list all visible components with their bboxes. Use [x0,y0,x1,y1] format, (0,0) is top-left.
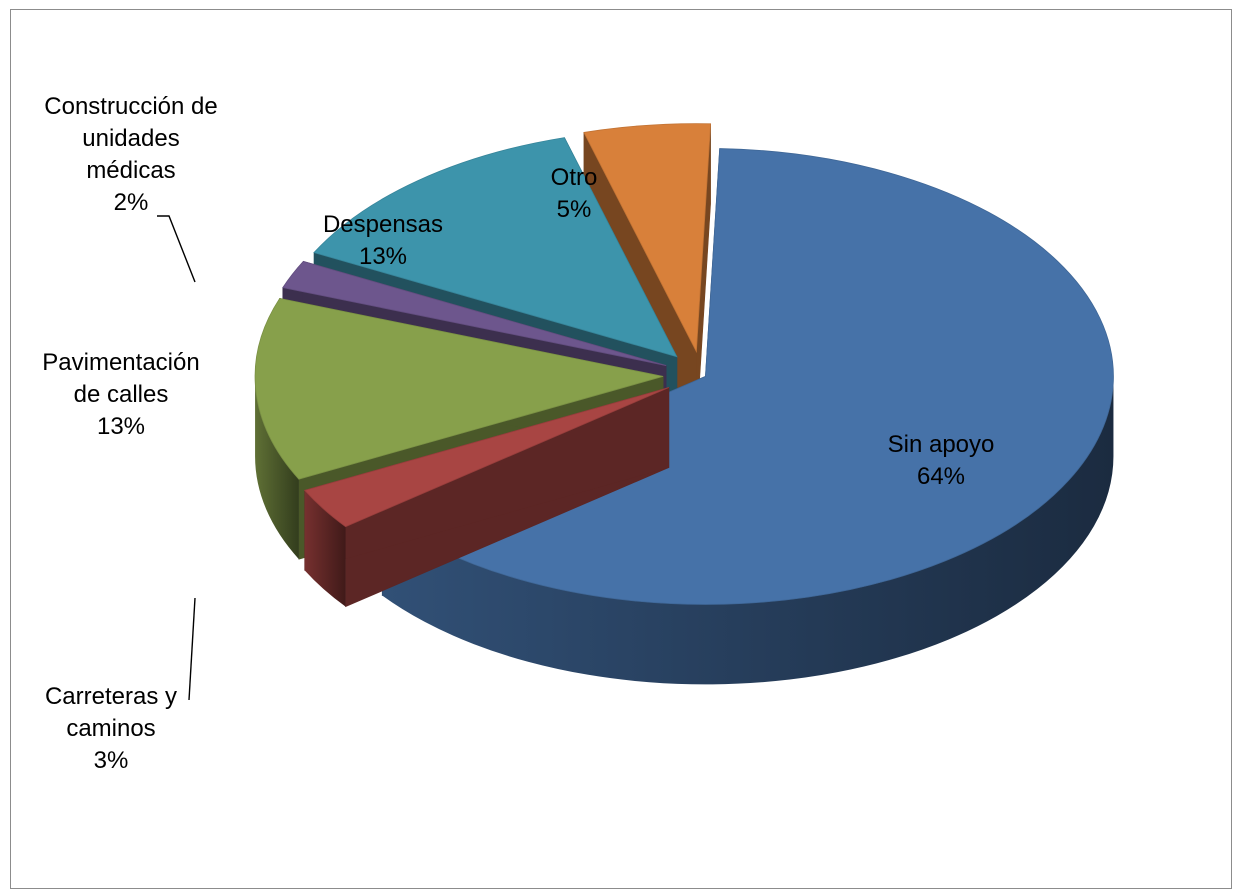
slice-label-1: Carreteras y caminos 3% [45,683,177,774]
slice-1-top [303,387,670,528]
slice-2-front-wall [255,376,299,560]
slice-0-front-wall [382,376,1114,685]
slice-label-4: Despensas 13% [323,211,443,270]
slice-label-0: Sin apoyo 64% [888,431,995,490]
slice-label-2: Pavimentación de calles 13% [42,349,199,440]
slice-1-front-wall [304,490,346,607]
slice-labels: Sin apoyo 64% Carreteras y caminos 3% Pavimen… [42,93,994,774]
slice-3-top [282,260,667,366]
pie-chart: Sin apoyo 64% Carreteras y caminos 3% Pavimen… [42,93,1114,774]
slice-5-top [583,123,712,354]
pie-slices [254,123,1114,685]
slice-label-5: Otro 5% [551,164,598,223]
slice-label-3: Construcción de unidades médicas 2% [44,93,217,216]
leader-line-3 [157,215,196,283]
slice-4-top [313,137,678,358]
leader-lines [157,215,196,701]
leader-line-1 [188,597,196,701]
chart-frame: Sin apoyo 64% Carreteras y caminos 3% Pavimen… [10,9,1232,889]
slice-2-top [254,297,664,480]
slice-1 [303,387,670,608]
